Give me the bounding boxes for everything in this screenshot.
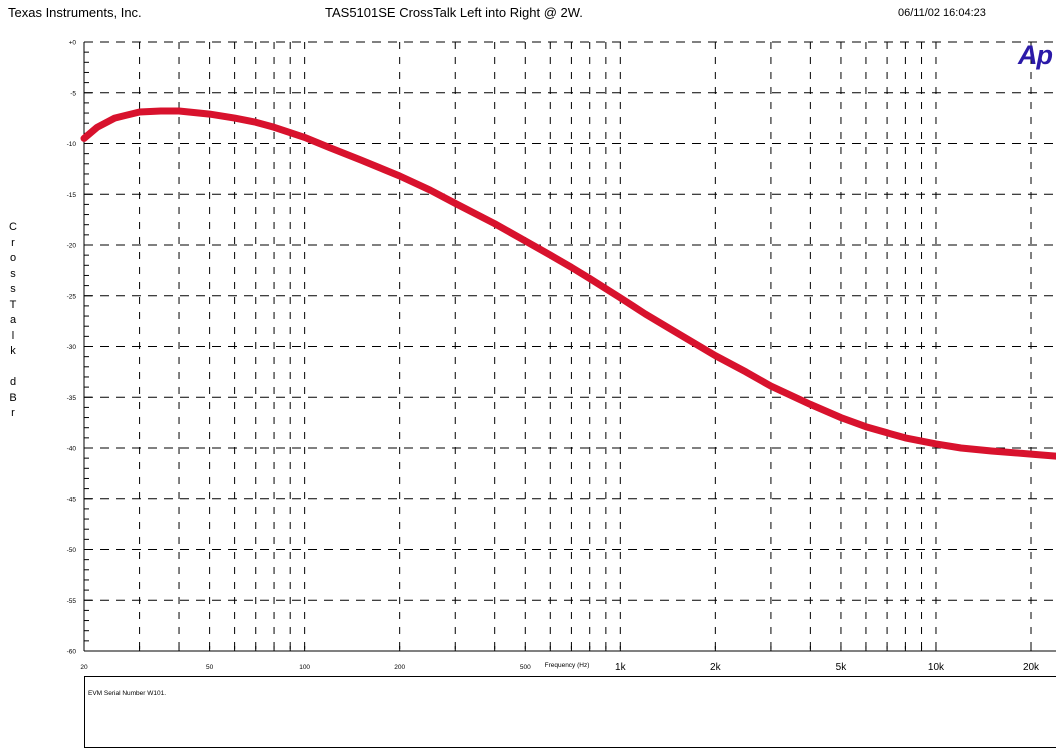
y-axis-label-char: o [9,252,17,264]
audio-precision-logo: Ap [1018,40,1053,70]
axis-ticks [83,41,1056,652]
x-tick-label: 100 [299,664,310,671]
y-axis-label-char: d [9,376,17,388]
y-axis-label-char: s [10,267,16,280]
y-tick-label: -30 [67,344,77,351]
y-tick-label: -20 [67,243,77,250]
notes-box: EVM Serial Number W101. [84,676,1056,748]
y-tick-label: +0 [69,40,77,47]
y-tick-label: -5 [70,90,76,97]
y-axis-label-char: B [9,391,17,404]
y-axis-label-char: r [11,236,15,249]
x-tick-label: 2k [710,662,722,673]
crosstalk-series-line [80,107,1056,460]
y-tick-label: -40 [67,446,77,453]
series-layer [80,107,1056,460]
chart-title: TAS5101SE CrossTalk Left into Right @ 2W… [325,5,583,20]
y-axis-label-char: r [11,407,15,419]
grid [84,41,1056,651]
y-tick-label: -10 [67,141,77,148]
x-tick-label: 500 [520,664,531,671]
y-axis-label-char: k [10,345,16,357]
y-tick-label: -35 [67,395,77,402]
x-tick-label: 5k [836,662,848,673]
y-axis-label: C r o s s T a l k d B r [4,220,22,422]
y-tick-label: -45 [67,496,77,503]
serial-note: EVM Serial Number W101. [88,690,167,697]
company-name: Texas Instruments, Inc. [8,5,142,20]
tick-labels: +0 -5 -10 -15 -20 -25 -30 -35 -40 -45 -50 -55 -60 20 5… [67,40,1040,674]
y-axis-label-char: s [10,283,16,295]
y-tick-label: -25 [67,293,77,300]
y-tick-label: -15 [67,192,77,199]
x-tick-label: 200 [394,664,405,671]
x-tick-label: 20 [80,664,88,671]
x-axis-label: Frequency (Hz) [545,662,590,669]
x-tick-label: 10k [928,662,945,673]
x-tick-label: 20k [1023,662,1040,673]
x-tick-label: 50 [206,664,214,671]
y-axis-label-char: T [9,298,17,311]
y-axis-label-char: l [11,329,15,342]
y-tick-label: -60 [67,649,77,656]
y-axis-label-char: C [9,221,17,233]
timestamp: 06/11/02 16:04:23 [898,7,986,19]
y-tick-label: -50 [67,547,77,554]
x-tick-label: 1k [615,662,627,673]
y-tick-label: -55 [67,598,77,605]
y-axis-label-char: a [9,314,17,326]
